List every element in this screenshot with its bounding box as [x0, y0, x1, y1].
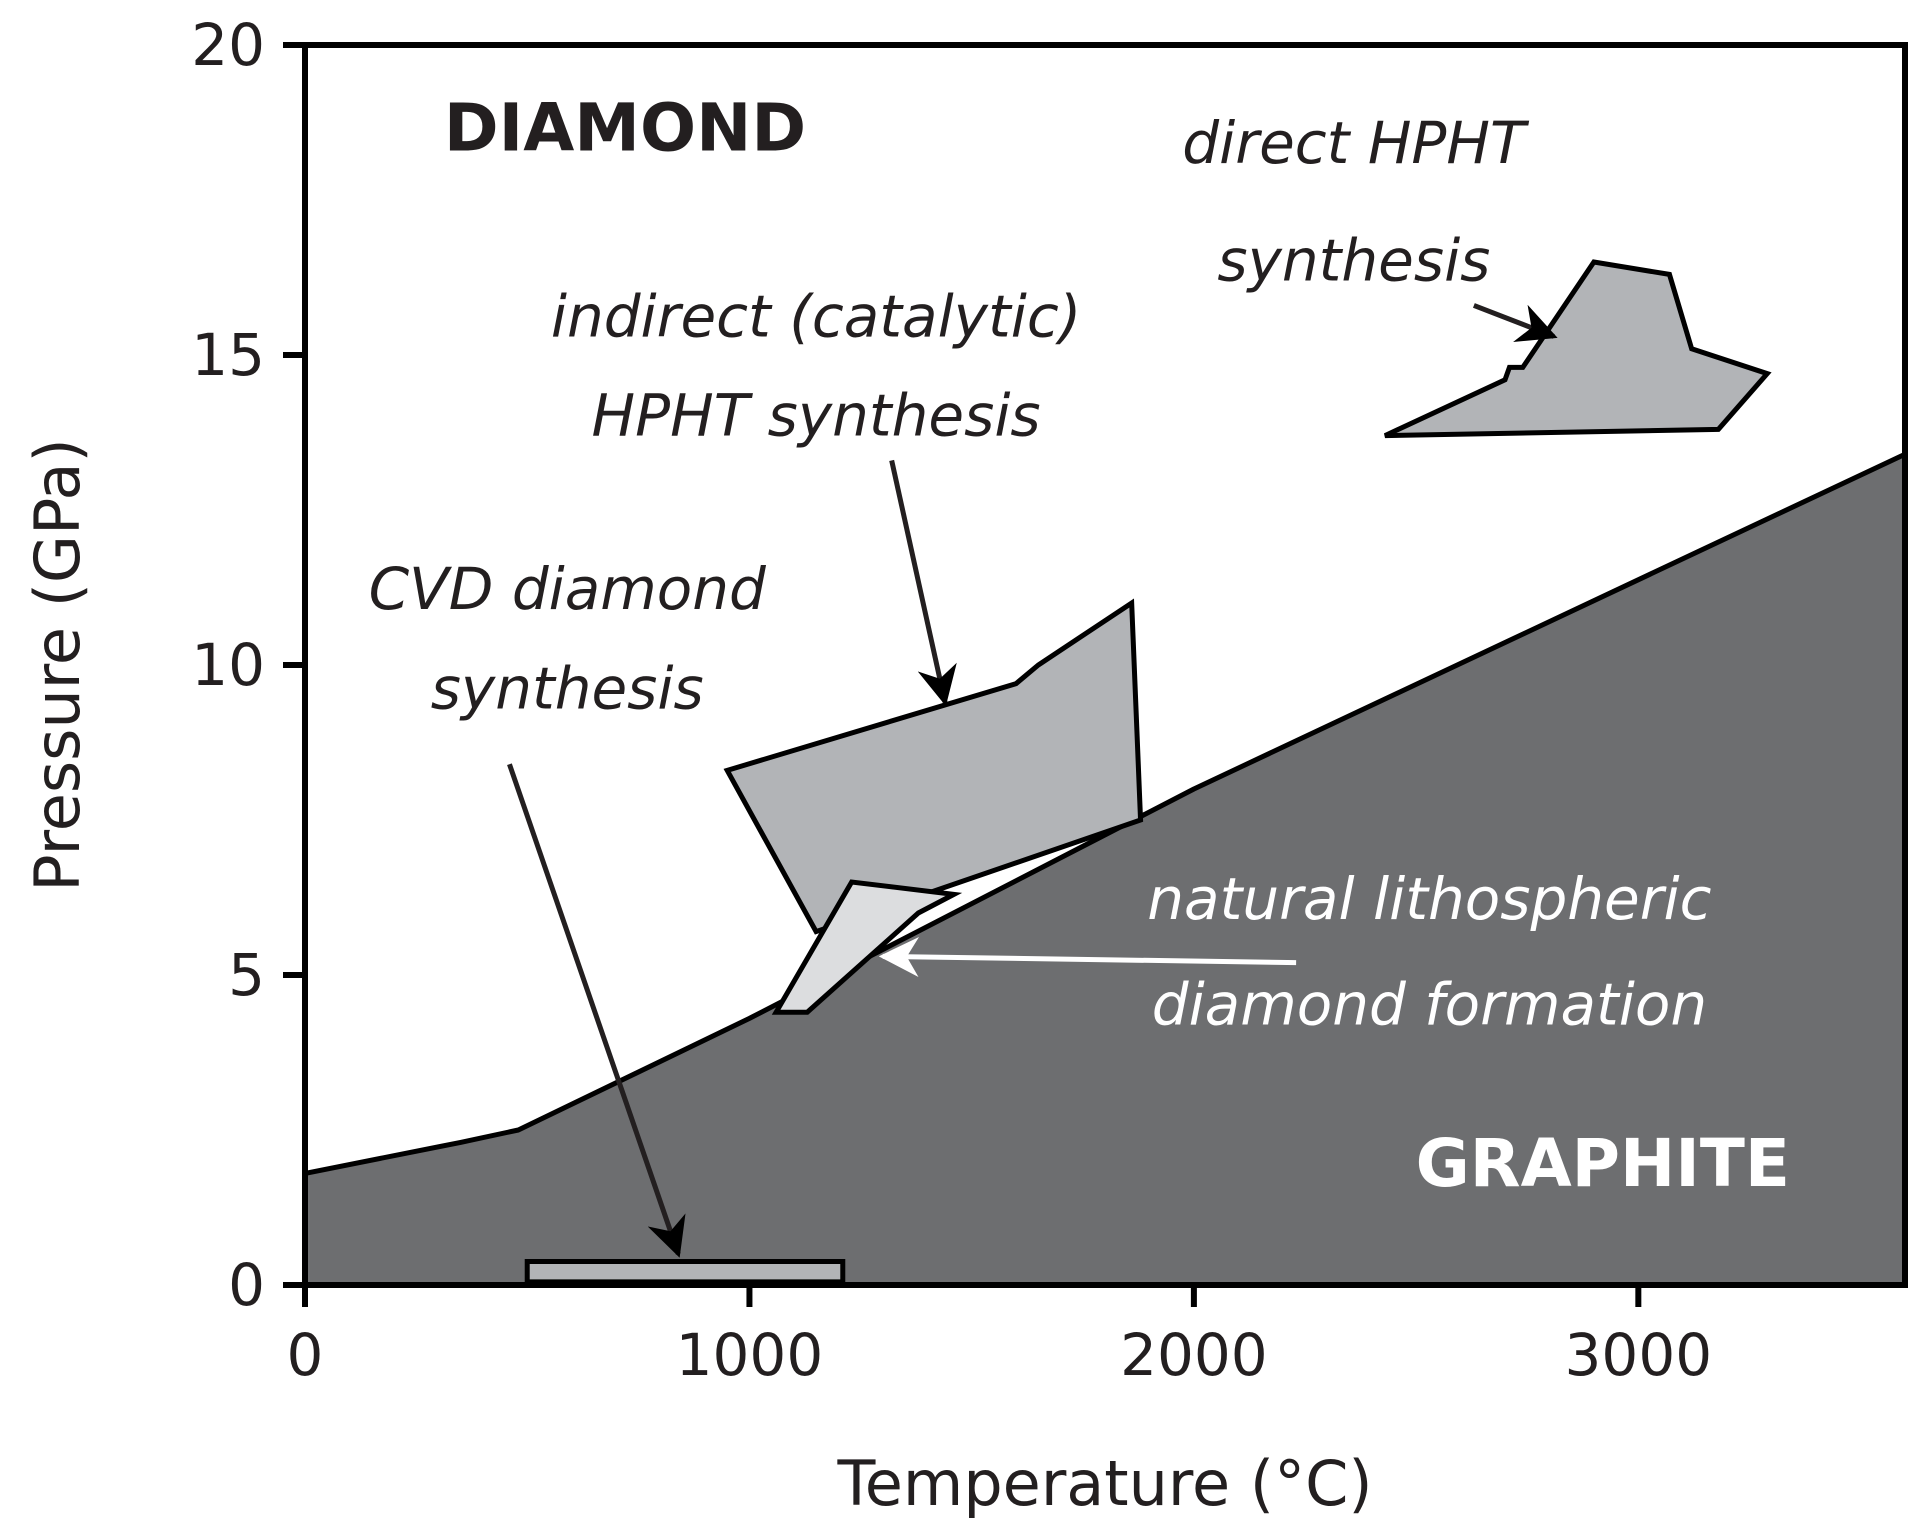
annotation-label: synthesis [1217, 227, 1490, 295]
axes: 0 1000 2000 3000 0 5 10 15 20 [191, 11, 1908, 1389]
annotation-arrow [889, 459, 957, 707]
x-axis-title: Temperature (°C) [836, 1447, 1372, 1520]
region-indirect-catalytic-hpht [723, 598, 1144, 935]
annotation-label: HPHT synthesis [592, 382, 1041, 450]
phase-label-diamond: DIAMOND [444, 89, 806, 166]
y-tick-label: 5 [228, 941, 265, 1009]
phase-boundary-line [304, 451, 1907, 1176]
graphite-field [305, 454, 1905, 1285]
x-tick-label: 0 [287, 1321, 324, 1389]
annotations: direct HPHT synthesis indirect (catalytic)… [369, 109, 1712, 1258]
y-tick-label: 20 [191, 11, 265, 79]
annotation-label: synthesis [431, 654, 704, 722]
annotation-arrow [878, 936, 1297, 977]
annotation-label: indirect (catalytic) [551, 282, 1082, 350]
x-tick-label: 3000 [1565, 1321, 1713, 1389]
x-tick-label: 1000 [676, 1321, 824, 1389]
plot-area: DIAMOND GRAPHITE [304, 89, 1907, 1285]
region-cvd [524, 1258, 846, 1285]
annotation-arrow [1472, 303, 1558, 343]
y-tick-label: 0 [228, 1251, 265, 1319]
phase-label-graphite: GRAPHITE [1416, 1125, 1790, 1202]
region-direct-hpht [1383, 259, 1772, 439]
x-tick-label: 2000 [1120, 1321, 1268, 1389]
y-axis-title: Pressure (GPa) [21, 438, 94, 891]
annotation-label: direct HPHT [1182, 109, 1530, 177]
region-natural-lithospheric [771, 879, 963, 1015]
annotation-label: diamond formation [1152, 971, 1707, 1039]
annotation-label: CVD diamond [369, 555, 767, 623]
annotation-label: natural lithospheric [1147, 865, 1711, 933]
y-tick-label: 15 [191, 321, 265, 389]
y-tick-label: 10 [191, 631, 265, 699]
annotation-arrow [507, 763, 686, 1258]
